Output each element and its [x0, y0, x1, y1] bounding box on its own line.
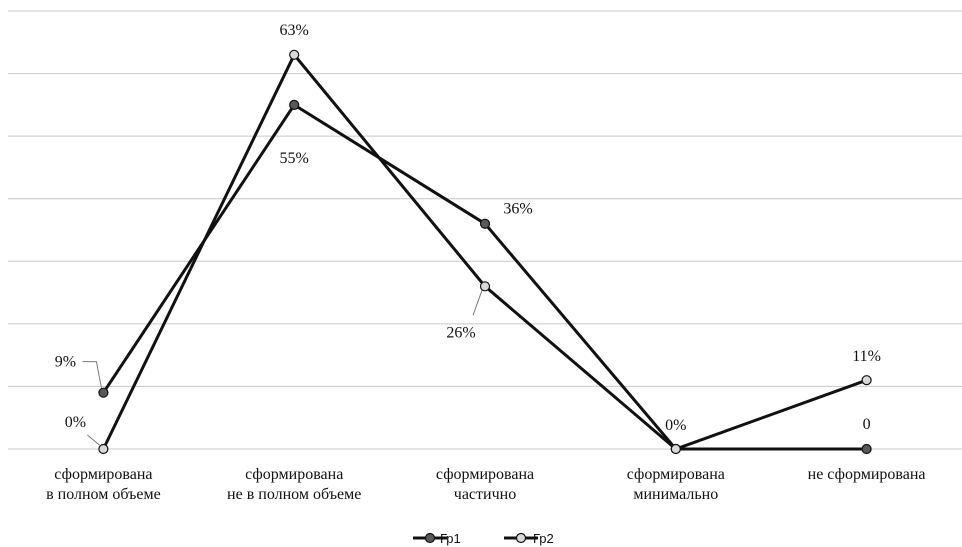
series-2-point [861, 375, 872, 386]
series-lines [102, 52, 868, 451]
category-label: сформирована не в полном объеме [227, 466, 361, 503]
legend-marker-2 [515, 532, 527, 544]
series-2-point [670, 443, 681, 455]
series-1-point [98, 387, 109, 398]
series-markers [98, 49, 872, 455]
data-label: 36% [503, 201, 532, 218]
legend-label-1: Гр1 [440, 531, 461, 546]
series-2-point [479, 281, 491, 292]
data-label: 55% [280, 150, 309, 167]
legend-marker-1 [424, 532, 436, 544]
data-label: 0% [65, 414, 86, 431]
series-2-point [98, 443, 109, 455]
series-2-point [289, 49, 300, 60]
legend: Гр1 Гр2 [413, 531, 554, 546]
label-leader-line [82, 361, 102, 388]
series-1-point [289, 99, 300, 110]
data-label: 0% [665, 417, 686, 434]
label-leader-line [472, 290, 483, 316]
data-labels: 9% 55% 36% 0% 0 0% 63% 26% 11% [55, 22, 881, 434]
label-leader-line [87, 434, 100, 446]
legend-label-2: Гр2 [533, 531, 554, 546]
category-label: не сформирована [808, 466, 926, 483]
category-label: сформирована минимально [627, 466, 725, 503]
data-label: 9% [55, 354, 76, 371]
category-label: сформирована частично [436, 466, 534, 503]
data-label: 11% [852, 348, 881, 365]
data-label: 0 [863, 416, 871, 433]
x-axis: сформирована в полном объеме сформирована н… [46, 466, 925, 503]
series-line-2 [102, 52, 868, 451]
data-label: 26% [446, 324, 475, 341]
data-label: 63% [280, 22, 309, 39]
series-line-1 [102, 102, 867, 451]
category-label: сформирована в полном объеме [46, 466, 161, 503]
label-leader-lines [82, 290, 483, 446]
gridlines [8, 10, 962, 450]
series-1-point [861, 443, 872, 455]
series-1-point [479, 218, 491, 229]
